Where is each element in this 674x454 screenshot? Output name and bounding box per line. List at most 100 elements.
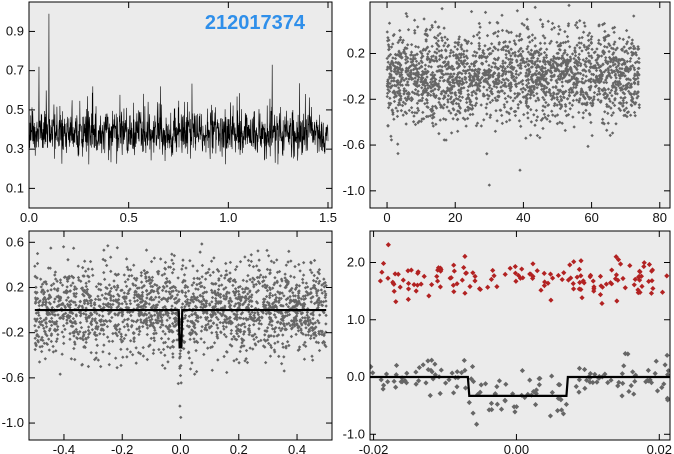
data-point	[234, 325, 239, 329]
data-point	[210, 300, 214, 304]
data-point	[68, 289, 72, 293]
outlier-point	[178, 373, 183, 378]
data-point	[563, 40, 568, 44]
data-point	[468, 102, 473, 107]
data-point	[521, 56, 525, 61]
data-point	[295, 283, 299, 287]
data-point	[572, 76, 576, 80]
data-point	[305, 285, 310, 289]
data-point	[554, 85, 558, 90]
data-point	[524, 101, 528, 105]
data-point	[577, 98, 581, 103]
data-point	[627, 81, 631, 85]
data-point	[439, 105, 443, 109]
data-point	[292, 298, 296, 302]
data-point	[500, 28, 505, 33]
data-point	[541, 24, 545, 29]
data-point	[592, 97, 596, 101]
data-point	[254, 343, 258, 347]
data-point	[569, 68, 573, 72]
data-point	[35, 332, 39, 337]
data-point	[630, 41, 634, 45]
data-point	[555, 113, 560, 117]
data-point	[407, 77, 411, 81]
data-point	[490, 267, 496, 274]
data-point	[541, 59, 546, 63]
data-point	[559, 103, 564, 107]
data-point	[310, 295, 315, 299]
data-point	[536, 57, 540, 61]
data-point	[228, 315, 232, 320]
data-point	[523, 95, 527, 99]
data-point	[578, 46, 582, 50]
data-point	[453, 45, 457, 49]
data-point	[119, 310, 124, 315]
data-point	[614, 298, 620, 304]
data-point	[126, 277, 130, 282]
data-point	[189, 298, 193, 302]
data-point	[387, 75, 392, 79]
data-point	[581, 30, 586, 34]
data-point	[51, 282, 56, 286]
phase-folded-panel: -0.4 -0.2 0.0 0.2 0.40.60.2-0.2-0.6-1.0	[2, 230, 333, 454]
data-point	[494, 85, 499, 90]
data-point	[420, 73, 424, 78]
x-tick-label: 60	[584, 210, 598, 225]
data-point	[164, 324, 168, 328]
data-point	[152, 336, 156, 340]
data-point	[122, 336, 126, 341]
data-point	[468, 73, 473, 78]
data-point	[34, 329, 39, 333]
data-point	[313, 287, 318, 291]
data-point	[433, 104, 437, 109]
data-point	[586, 144, 590, 149]
data-point	[152, 313, 157, 317]
data-point	[464, 69, 468, 73]
plot-area	[370, 242, 670, 427]
data-point	[511, 99, 515, 103]
data-point	[515, 94, 519, 99]
data-point	[477, 21, 481, 26]
data-point	[524, 60, 528, 64]
data-point	[525, 104, 529, 108]
data-point	[565, 53, 569, 57]
data-point	[547, 62, 551, 66]
data-point	[220, 283, 224, 287]
data-point	[537, 98, 541, 102]
data-point	[168, 346, 172, 350]
data-point	[200, 263, 205, 268]
data-point	[221, 312, 225, 316]
data-point	[421, 110, 425, 115]
data-point	[240, 295, 245, 299]
data-point	[190, 319, 194, 324]
data-point	[144, 270, 149, 275]
data-point	[582, 81, 586, 85]
data-point	[617, 61, 621, 66]
data-point	[554, 408, 561, 414]
data-point	[598, 283, 604, 289]
data-point	[633, 113, 637, 118]
data-point	[525, 96, 529, 100]
data-point	[406, 28, 411, 32]
data-point	[144, 320, 149, 324]
data-point	[567, 58, 571, 63]
data-point	[529, 75, 534, 79]
data-point	[44, 299, 48, 304]
data-point	[507, 118, 512, 122]
data-point	[61, 335, 66, 339]
data-point	[249, 253, 253, 257]
data-point	[270, 323, 274, 328]
data-point	[637, 73, 641, 77]
data-point	[41, 302, 45, 307]
data-point	[619, 88, 623, 92]
data-point	[535, 115, 540, 119]
data-point	[238, 349, 242, 354]
data-point	[485, 112, 489, 116]
data-point	[420, 96, 425, 100]
data-point	[171, 311, 175, 315]
data-point	[82, 300, 87, 304]
data-point	[459, 277, 465, 283]
data-point	[600, 117, 605, 122]
data-point	[46, 337, 51, 341]
data-point	[124, 257, 129, 261]
